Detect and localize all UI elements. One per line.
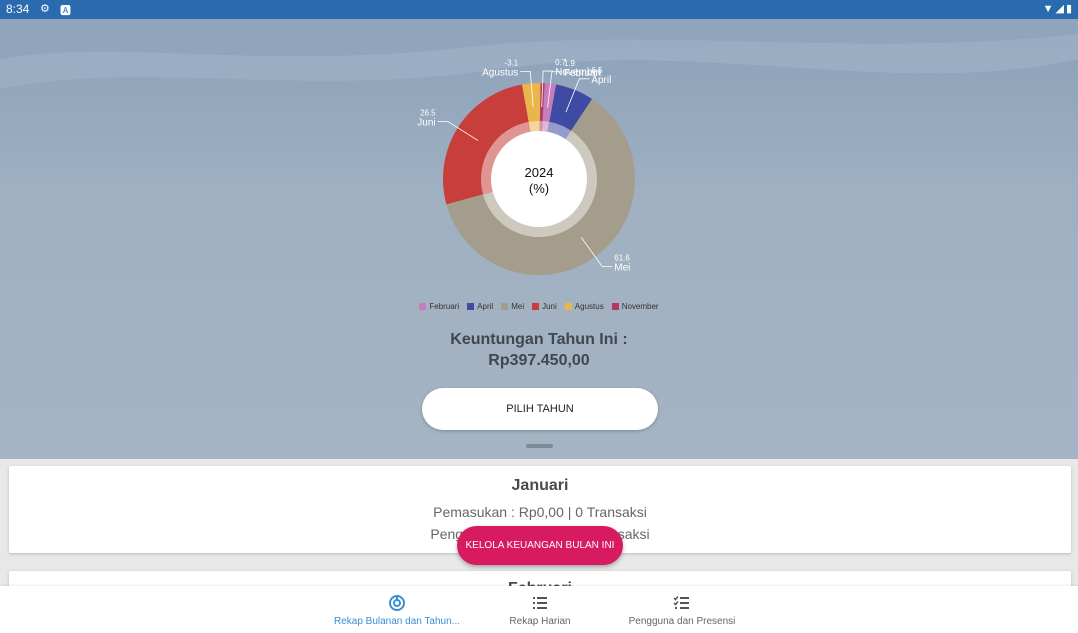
- kelola-keuangan-button[interactable]: KELOLA KEUANGAN BULAN INI: [457, 526, 623, 565]
- center-label-1: (%): [529, 181, 549, 196]
- legend-item-juni: Juni: [532, 302, 557, 311]
- a-icon: 🅰: [60, 5, 71, 17]
- legend-label: April: [477, 302, 494, 311]
- leader-line-juni: [437, 120, 479, 141]
- status-time: 8:34: [6, 2, 30, 16]
- name-label-juni: Juni: [417, 117, 435, 128]
- name-label-november: November: [555, 67, 602, 78]
- legend-item-agustus: Agustus: [564, 302, 604, 311]
- background-waves: [0, 19, 1078, 89]
- nav-rekap-harian[interactable]: Rekap Harian: [490, 586, 590, 633]
- profit-label: Keuntungan Tahun Ini :: [450, 331, 628, 348]
- legend-item-mei: Mei: [501, 302, 524, 311]
- legend-label: November: [621, 302, 659, 311]
- nav-label: Rekap Harian: [509, 616, 571, 627]
- slice-inner-juni: [480, 121, 531, 195]
- chart-donut-icon: [389, 595, 405, 611]
- value-label-juni: 26.5: [420, 108, 436, 117]
- nav-pengguna-presensi[interactable]: Pengguna dan Presensi: [622, 586, 742, 633]
- slice-februari[interactable]: [541, 83, 557, 132]
- legend-label: Juni: [542, 302, 557, 311]
- slice-november[interactable]: [539, 83, 545, 132]
- pilih-tahun-button[interactable]: PILIH TAHUN: [422, 388, 658, 430]
- leader-line-agustus: [520, 70, 534, 108]
- leader-line-mei: [580, 237, 613, 267]
- profit-value: Rp397.450,00: [488, 352, 590, 369]
- slice-inner-april: [547, 121, 572, 140]
- drag-handle[interactable]: [526, 444, 553, 448]
- nav-label: Rekap Bulanan dan Tahun...: [333, 616, 461, 627]
- value-label-mei: 61.6: [614, 254, 630, 263]
- slice-mei[interactable]: [446, 99, 636, 276]
- leader-line-november: [541, 70, 554, 108]
- legend-swatch: [564, 303, 572, 310]
- month-income: Pemasukan : Rp0,00 | 0 Transaksi: [433, 504, 647, 520]
- legend-label: Mei: [511, 302, 525, 311]
- nav-rekap-bulanan[interactable]: Rekap Bulanan dan Tahun...: [322, 586, 472, 633]
- value-label-agustus: -3.1: [504, 58, 518, 67]
- leader-line-april: [565, 78, 590, 113]
- list-icon: [533, 597, 547, 609]
- bottom-nav: Rekap Bulanan dan Tahun... Rekap Harian …: [0, 586, 1078, 633]
- name-label-mei: Mei: [614, 263, 630, 274]
- summary-panel: 1.9 Februari 6.5 April 61.6 Mei 26.5 Juni -3.1 Ag…: [0, 19, 1078, 459]
- legend-swatch: [467, 303, 475, 310]
- value-label-februari: 1.9: [564, 59, 576, 68]
- month-title: Januari: [511, 477, 569, 494]
- slice-juni[interactable]: [443, 84, 531, 205]
- checklist-icon: [673, 596, 689, 609]
- legend-label: Agustus: [574, 302, 604, 311]
- wifi-icon: ▼: [1042, 3, 1056, 15]
- nav-label: Pengguna dan Presensi: [628, 616, 736, 627]
- name-label-agustus: Agustus: [482, 67, 518, 78]
- status-icons: ▼◢▮: [1043, 2, 1074, 15]
- center-label-0: 2024: [525, 165, 554, 180]
- legend-item-april: April: [467, 302, 493, 311]
- name-label-februari: Februari: [564, 68, 601, 79]
- legend-item-februari: Februari: [419, 302, 459, 311]
- chart-legend: Februari April Mei Juni Agustus November: [0, 302, 1078, 311]
- status-bar: 8:34 ⚙ 🅰 ▼◢▮: [0, 0, 1078, 19]
- slice-inner-november: [539, 121, 543, 132]
- battery-icon: ▮: [1065, 3, 1074, 15]
- signal-icon: ◢: [1055, 3, 1066, 15]
- legend-label: Februari: [429, 302, 460, 311]
- value-label-november: 0.7: [555, 58, 567, 67]
- legend-item-november: November: [611, 302, 659, 311]
- donut-center: [491, 131, 587, 227]
- name-label-april: April: [591, 75, 611, 86]
- legend-swatch: [501, 303, 509, 310]
- slice-inner-februari: [541, 121, 550, 132]
- slice-inner-agustus: [528, 121, 540, 132]
- slice-agustus[interactable]: [521, 83, 541, 132]
- value-label-april: 6.5: [591, 66, 603, 75]
- legend-swatch: [532, 303, 540, 310]
- leader-line-februari: [547, 71, 562, 108]
- legend-swatch: [419, 303, 427, 310]
- legend-swatch: [611, 303, 619, 310]
- gear-icon: ⚙: [40, 3, 50, 15]
